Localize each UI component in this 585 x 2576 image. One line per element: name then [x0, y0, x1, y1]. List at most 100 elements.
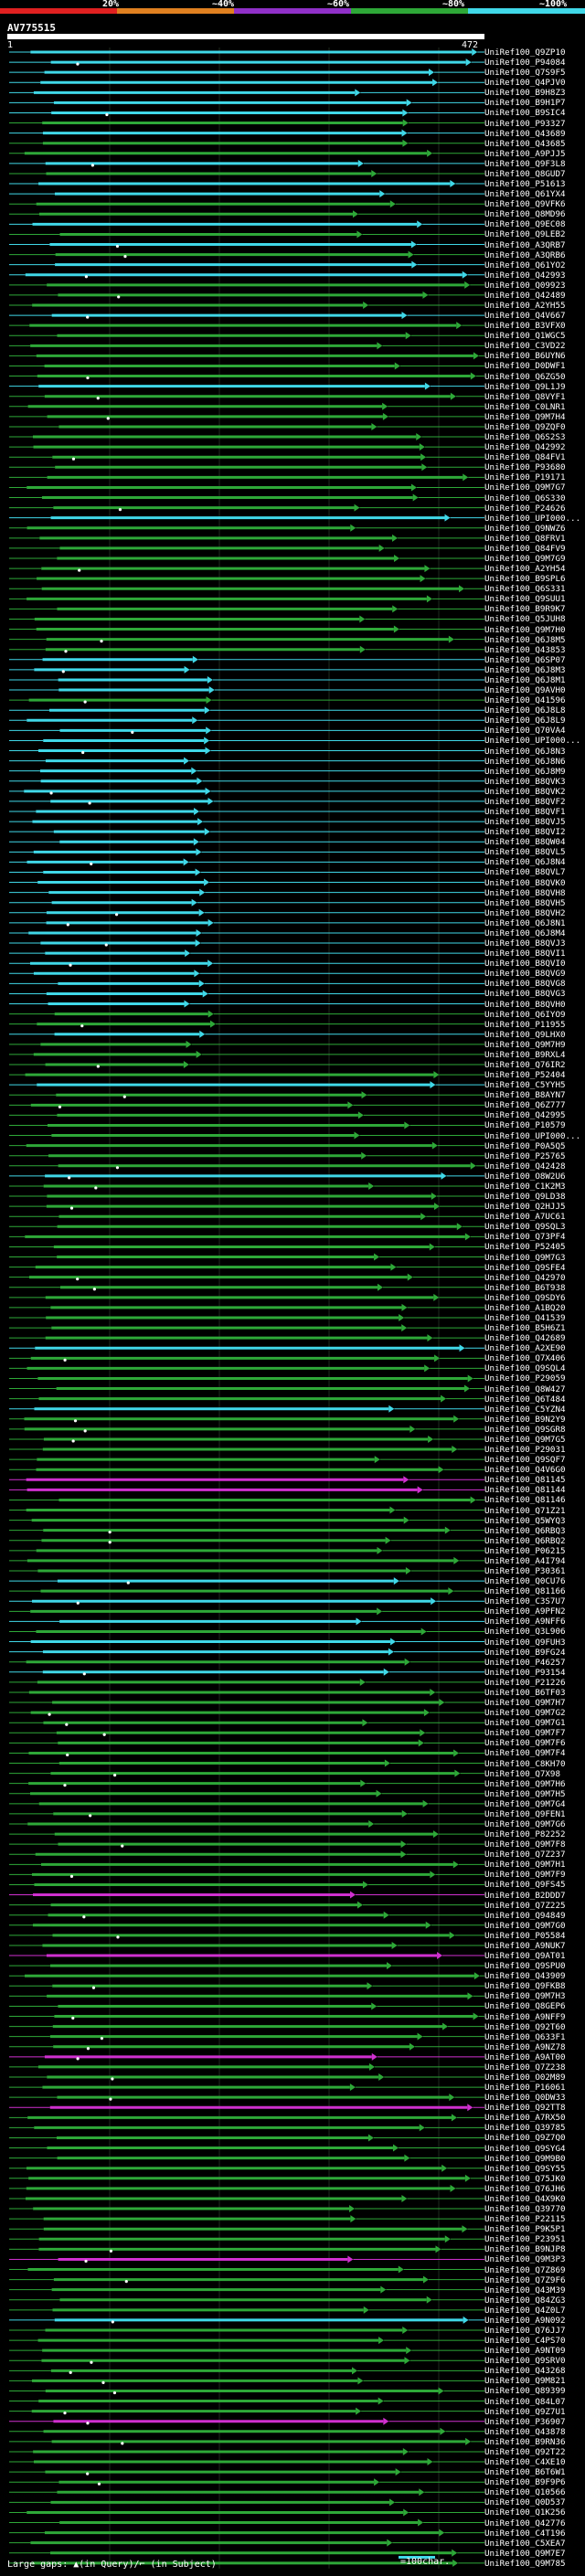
hit-label[interactable]: UniRef100_Q61YX4 [484, 189, 566, 200]
hit-label[interactable]: UniRef100_Q4Z0L7 [484, 2305, 566, 2316]
hit-label[interactable]: UniRef100_C5YYH5 [484, 1080, 566, 1091]
hit-label[interactable]: UniRef100_Q9LHX0 [484, 1029, 566, 1040]
hit-label[interactable]: UniRef100_Q9M7H1 [484, 1860, 566, 1871]
hit-label[interactable]: UniRef100_Q9FS45 [484, 1880, 566, 1891]
hit-label[interactable]: UniRef100_Q43268 [484, 2366, 566, 2377]
hit-label[interactable]: UniRef100_P29031 [484, 1445, 566, 1456]
hit-label[interactable]: UniRef100_Q7Z238 [484, 2062, 566, 2072]
hit-label[interactable]: UniRef100_Q8VYF1 [484, 391, 566, 402]
hit-label[interactable]: UniRef100_Q9SYG4 [484, 2143, 566, 2154]
hit-label[interactable]: UniRef100_Q6J8L8 [484, 705, 566, 716]
hit-label[interactable]: UniRef100_Q43853 [484, 644, 566, 655]
hit-label[interactable]: UniRef100_O8W2U6 [484, 1171, 566, 1182]
hit-label[interactable]: UniRef100_A2XE90 [484, 1343, 566, 1354]
hit-label[interactable]: UniRef100_B8QVH5 [484, 897, 566, 908]
hit-label[interactable]: UniRef100_P19171 [484, 472, 566, 483]
hit-label[interactable]: UniRef100_B6T938 [484, 1282, 566, 1293]
hit-label[interactable]: UniRef100_P21226 [484, 1677, 566, 1688]
hit-label[interactable]: UniRef100_A9NFF9 [484, 2011, 566, 2022]
hit-label[interactable]: UniRef100_Q7Z869 [484, 2264, 566, 2275]
hit-label[interactable]: UniRef100_P36907 [484, 2416, 566, 2427]
hit-label[interactable]: UniRef100_Q7S9F5 [484, 68, 566, 79]
hit-label[interactable]: UniRef100_Q7Z225 [484, 1900, 566, 1911]
hit-label[interactable]: UniRef100_Q42993 [484, 270, 566, 281]
hit-label[interactable]: UniRef100_B8QVG3 [484, 989, 566, 1000]
hit-label[interactable]: UniRef100_A9NT09 [484, 2346, 566, 2357]
hit-label[interactable]: UniRef100_Q5WYQ3 [484, 1515, 566, 1526]
hit-label[interactable]: UniRef100_A9N092 [484, 2315, 566, 2326]
hit-label[interactable]: UniRef100_A1BQ20 [484, 1302, 566, 1313]
hit-label[interactable]: UniRef100_Q89399 [484, 2386, 566, 2397]
hit-label[interactable]: UniRef100_Q9M7H6 [484, 1778, 566, 1789]
hit-label[interactable]: UniRef100_B6UYN6 [484, 351, 566, 362]
hit-label[interactable]: UniRef100_Q9SPU0 [484, 1961, 566, 1972]
hit-label[interactable]: UniRef100_C4PS70 [484, 2336, 566, 2347]
hit-label[interactable]: UniRef100_Q9SQF7 [484, 1455, 566, 1466]
hit-label[interactable]: UniRef100_B8QVK3 [484, 776, 566, 787]
hit-label[interactable]: UniRef100_Q9M3P3 [484, 2254, 566, 2265]
hit-label[interactable]: UniRef100_Q9ZQF0 [484, 421, 566, 432]
hit-label[interactable]: UniRef100_B2DDD7 [484, 1890, 566, 1901]
hit-label[interactable]: UniRef100_A9NZ78 [484, 2041, 566, 2052]
hit-label[interactable]: UniRef100_Q8FRV1 [484, 533, 566, 544]
hit-label[interactable]: UniRef100_Q9Z7Q0 [484, 2133, 566, 2144]
hit-label[interactable]: UniRef100_Q9M7F7 [484, 1728, 566, 1739]
hit-label[interactable]: UniRef100_Q9SUU1 [484, 594, 566, 605]
hit-label[interactable]: UniRef100_Q41539 [484, 1313, 566, 1323]
hit-label[interactable]: UniRef100_Q9M821 [484, 2376, 566, 2387]
hit-label[interactable]: UniRef100_Q4V667 [484, 311, 566, 322]
hit-label[interactable]: UniRef100_Q9M7H7 [484, 1698, 566, 1709]
hit-label[interactable]: UniRef100_Q9SFE4 [484, 1262, 566, 1273]
hit-label[interactable]: UniRef100_P93680 [484, 462, 566, 473]
hit-label[interactable]: UniRef100_B8QVI2 [484, 827, 566, 838]
hit-label[interactable]: UniRef100_Q9M7F6 [484, 1738, 566, 1749]
hit-label[interactable]: UniRef100_Q92T22 [484, 2446, 566, 2457]
hit-label[interactable]: UniRef100_Q81146 [484, 1495, 566, 1506]
hit-label[interactable]: UniRef100_A9NUK7 [484, 1940, 566, 1951]
hit-label[interactable]: UniRef100_Q6J8L9 [484, 716, 566, 726]
hit-label[interactable]: UniRef100_Q9Z7U1 [484, 2406, 566, 2417]
hit-label[interactable]: UniRef100_P16061 [484, 2083, 566, 2094]
hit-label[interactable]: UniRef100_C8KH70 [484, 1758, 566, 1769]
hit-label[interactable]: UniRef100_Q9M7F8 [484, 1839, 566, 1850]
hit-label[interactable]: UniRef100_B8QVI0 [484, 959, 566, 970]
hit-label[interactable]: UniRef100_Q6IYO9 [484, 1009, 566, 1020]
hit-label[interactable]: UniRef100_Q70VA4 [484, 726, 566, 737]
hit-label[interactable]: UniRef100_UPI000... [484, 1130, 581, 1141]
hit-label[interactable]: UniRef100_Q71Z21 [484, 1505, 566, 1516]
hit-label[interactable]: UniRef100_B8QVJ5 [484, 817, 566, 828]
hit-label[interactable]: UniRef100_Q84L07 [484, 2396, 566, 2407]
hit-label[interactable]: UniRef100_Q9M7G4 [484, 1798, 566, 1809]
hit-label[interactable]: UniRef100_A7RX50 [484, 2113, 566, 2124]
hit-label[interactable]: UniRef100_Q9SGR8 [484, 1424, 566, 1435]
hit-label[interactable]: UniRef100_Q39770 [484, 2204, 566, 2215]
hit-label[interactable]: UniRef100_B9NJP8 [484, 2244, 566, 2255]
hit-label[interactable]: UniRef100_Q9M7G0 [484, 1920, 566, 1931]
hit-label[interactable]: UniRef100_B8QVH0 [484, 999, 566, 1010]
hit-label[interactable]: UniRef100_Q9M7F4 [484, 1748, 566, 1759]
hit-label[interactable]: UniRef100_B5H6Z1 [484, 1323, 566, 1334]
hit-label[interactable]: UniRef100_B9N2Y9 [484, 1414, 566, 1425]
hit-label[interactable]: UniRef100_Q81166 [484, 1586, 566, 1597]
hit-label[interactable]: UniRef100_Q9M7H9 [484, 1039, 566, 1050]
hit-label[interactable]: UniRef100_Q9AT01 [484, 1951, 566, 1962]
hit-label[interactable]: UniRef100_D0DWF1 [484, 361, 566, 372]
hit-label[interactable]: UniRef100_B6TF03 [484, 1687, 566, 1698]
hit-label[interactable]: UniRef100_A9AT00 [484, 2051, 566, 2062]
hit-label[interactable]: UniRef100_P23951 [484, 2234, 566, 2245]
hit-label[interactable]: UniRef100_B8QVH8 [484, 887, 566, 898]
hit-label[interactable]: UniRef100_Q3L906 [484, 1627, 566, 1638]
hit-label[interactable]: UniRef100_Q9M7H3 [484, 1991, 566, 2002]
hit-label[interactable]: UniRef100_C3VD22 [484, 341, 566, 352]
hit-label[interactable]: UniRef100_C5XEA7 [484, 2538, 566, 2549]
hit-label[interactable]: UniRef100_Q4PJV0 [484, 78, 566, 89]
hit-label[interactable]: UniRef100_Q2HJJ5 [484, 1202, 566, 1213]
hit-label[interactable]: UniRef100_P93154 [484, 1667, 566, 1678]
hit-label[interactable]: UniRef100_Q6RBQ2 [484, 1535, 566, 1546]
hit-label[interactable]: UniRef100_Q9VFK6 [484, 199, 566, 210]
hit-label[interactable]: UniRef100_P10579 [484, 1120, 566, 1131]
hit-label[interactable]: UniRef100_Q92T60 [484, 2021, 566, 2032]
hit-label[interactable]: UniRef100_Q6J8N1 [484, 917, 566, 928]
hit-label[interactable]: UniRef100_Q43685 [484, 138, 566, 149]
hit-label[interactable]: UniRef100_Q6RBQ3 [484, 1525, 566, 1536]
